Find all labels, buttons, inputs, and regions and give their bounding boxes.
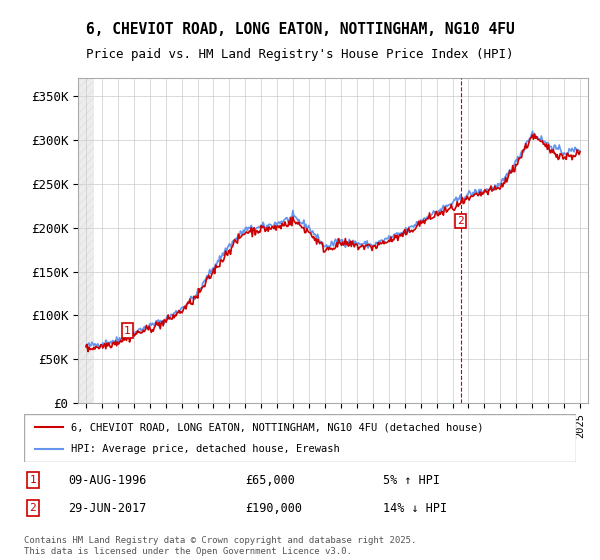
Text: £190,000: £190,000 [245,502,302,515]
Text: Contains HM Land Registry data © Crown copyright and database right 2025.
This d: Contains HM Land Registry data © Crown c… [24,536,416,556]
Bar [78,78,94,403]
Text: Price paid vs. HM Land Registry's House Price Index (HPI): Price paid vs. HM Land Registry's House … [86,48,514,60]
Text: 14% ↓ HPI: 14% ↓ HPI [383,502,447,515]
Text: 5% ↑ HPI: 5% ↑ HPI [383,474,440,487]
Text: 1: 1 [124,325,131,335]
Text: 29-JUN-2017: 29-JUN-2017 [68,502,146,515]
Text: 2: 2 [29,503,36,513]
Text: £65,000: £65,000 [245,474,295,487]
Text: HPI: Average price, detached house, Erewash: HPI: Average price, detached house, Erew… [71,444,340,454]
Text: 6, CHEVIOT ROAD, LONG EATON, NOTTINGHAM, NG10 4FU: 6, CHEVIOT ROAD, LONG EATON, NOTTINGHAM,… [86,22,514,38]
Text: 09-AUG-1996: 09-AUG-1996 [68,474,146,487]
FancyBboxPatch shape [24,414,576,462]
Text: 2: 2 [457,216,464,226]
Text: 1: 1 [29,475,36,485]
Text: 6, CHEVIOT ROAD, LONG EATON, NOTTINGHAM, NG10 4FU (detached house): 6, CHEVIOT ROAD, LONG EATON, NOTTINGHAM,… [71,422,484,432]
